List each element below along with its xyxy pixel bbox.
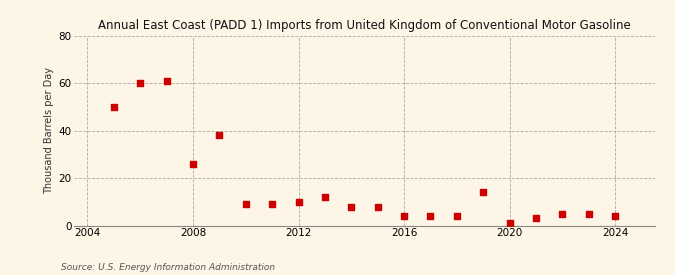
Y-axis label: Thousand Barrels per Day: Thousand Barrels per Day xyxy=(44,67,54,194)
Point xyxy=(478,190,489,194)
Point xyxy=(583,211,594,216)
Point xyxy=(373,204,383,209)
Point xyxy=(399,214,410,218)
Point xyxy=(610,214,620,218)
Point xyxy=(135,81,146,85)
Point xyxy=(267,202,277,206)
Point xyxy=(319,195,330,199)
Point xyxy=(425,214,436,218)
Point xyxy=(240,202,251,206)
Point xyxy=(557,211,568,216)
Point xyxy=(346,204,356,209)
Point xyxy=(293,200,304,204)
Point xyxy=(109,105,119,109)
Point xyxy=(504,221,515,225)
Point xyxy=(452,214,462,218)
Point xyxy=(531,216,541,221)
Point xyxy=(188,162,198,166)
Point xyxy=(161,79,172,83)
Point xyxy=(214,133,225,138)
Title: Annual East Coast (PADD 1) Imports from United Kingdom of Conventional Motor Gas: Annual East Coast (PADD 1) Imports from … xyxy=(98,19,631,32)
Text: Source: U.S. Energy Information Administration: Source: U.S. Energy Information Administ… xyxy=(61,263,275,272)
